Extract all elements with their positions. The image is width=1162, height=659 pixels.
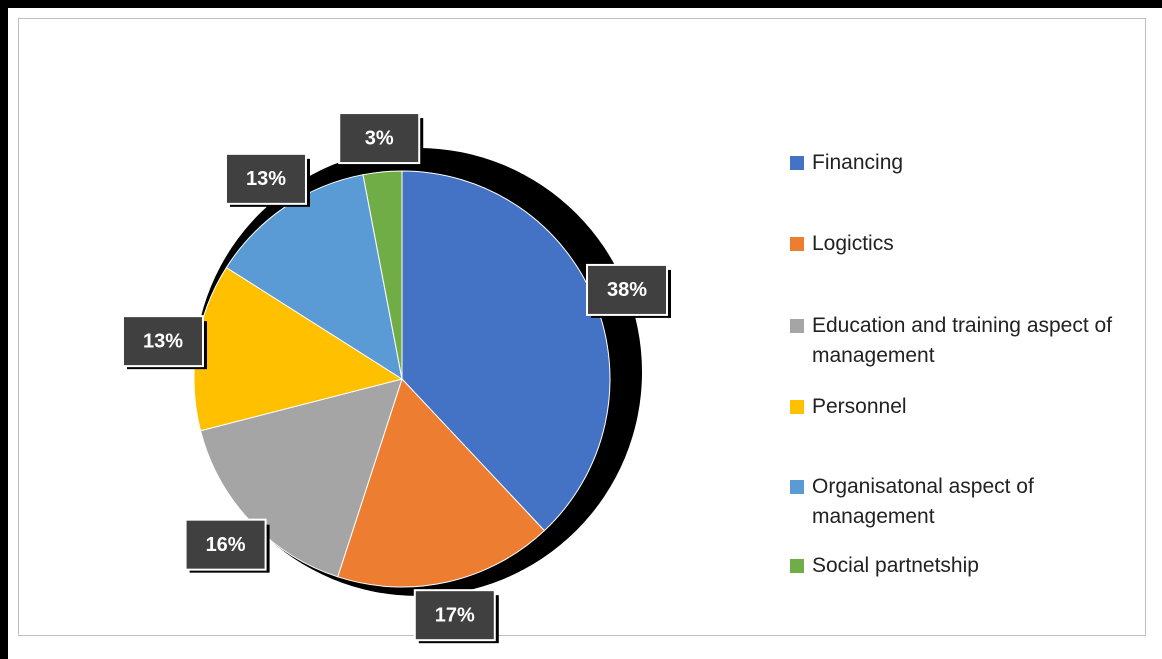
legend-item: Financing	[790, 148, 1130, 178]
data-label: 17%	[435, 604, 475, 626]
legend-label: Organisatonal aspect of management	[812, 475, 1034, 528]
legend-swatch	[790, 559, 804, 573]
data-label: 3%	[365, 127, 394, 149]
pie-slice	[337, 378, 546, 588]
legend-swatch	[790, 319, 804, 333]
legend-label: Logictics	[812, 232, 894, 255]
legend-label: Education and training aspect of managem…	[812, 314, 1113, 367]
legend-item: Logictics	[790, 229, 1130, 259]
legend-item: Personnel	[790, 392, 1130, 422]
data-label-box	[413, 589, 496, 642]
legend-item: Organisatonal aspect of management	[790, 472, 1130, 532]
data-label-box	[586, 263, 669, 316]
data-label-box	[224, 152, 307, 205]
legend-label: Social partnetship	[812, 554, 979, 577]
legend-item: Social partnetship	[790, 551, 1130, 581]
data-label: 38%	[607, 279, 647, 301]
pie-slice	[362, 170, 403, 380]
data-label: 16%	[206, 534, 246, 556]
legend-label: Personnel	[812, 395, 907, 418]
legend-swatch	[790, 400, 804, 414]
data-label-box	[121, 315, 204, 368]
pie-slice	[225, 174, 403, 381]
legend-label: Financing	[812, 151, 904, 174]
legend-item: Education and training aspect of managem…	[790, 311, 1130, 371]
legend-swatch	[790, 480, 804, 494]
data-label: 13%	[246, 168, 286, 190]
data-label: 13%	[143, 330, 183, 352]
data-labels: 38% 17% 16% 13% 13% 3%	[121, 112, 672, 644]
pie	[193, 170, 611, 588]
data-label-box	[338, 112, 421, 165]
legend-swatch	[790, 156, 804, 170]
legend-swatch	[790, 237, 804, 251]
data-label-box	[184, 518, 267, 571]
